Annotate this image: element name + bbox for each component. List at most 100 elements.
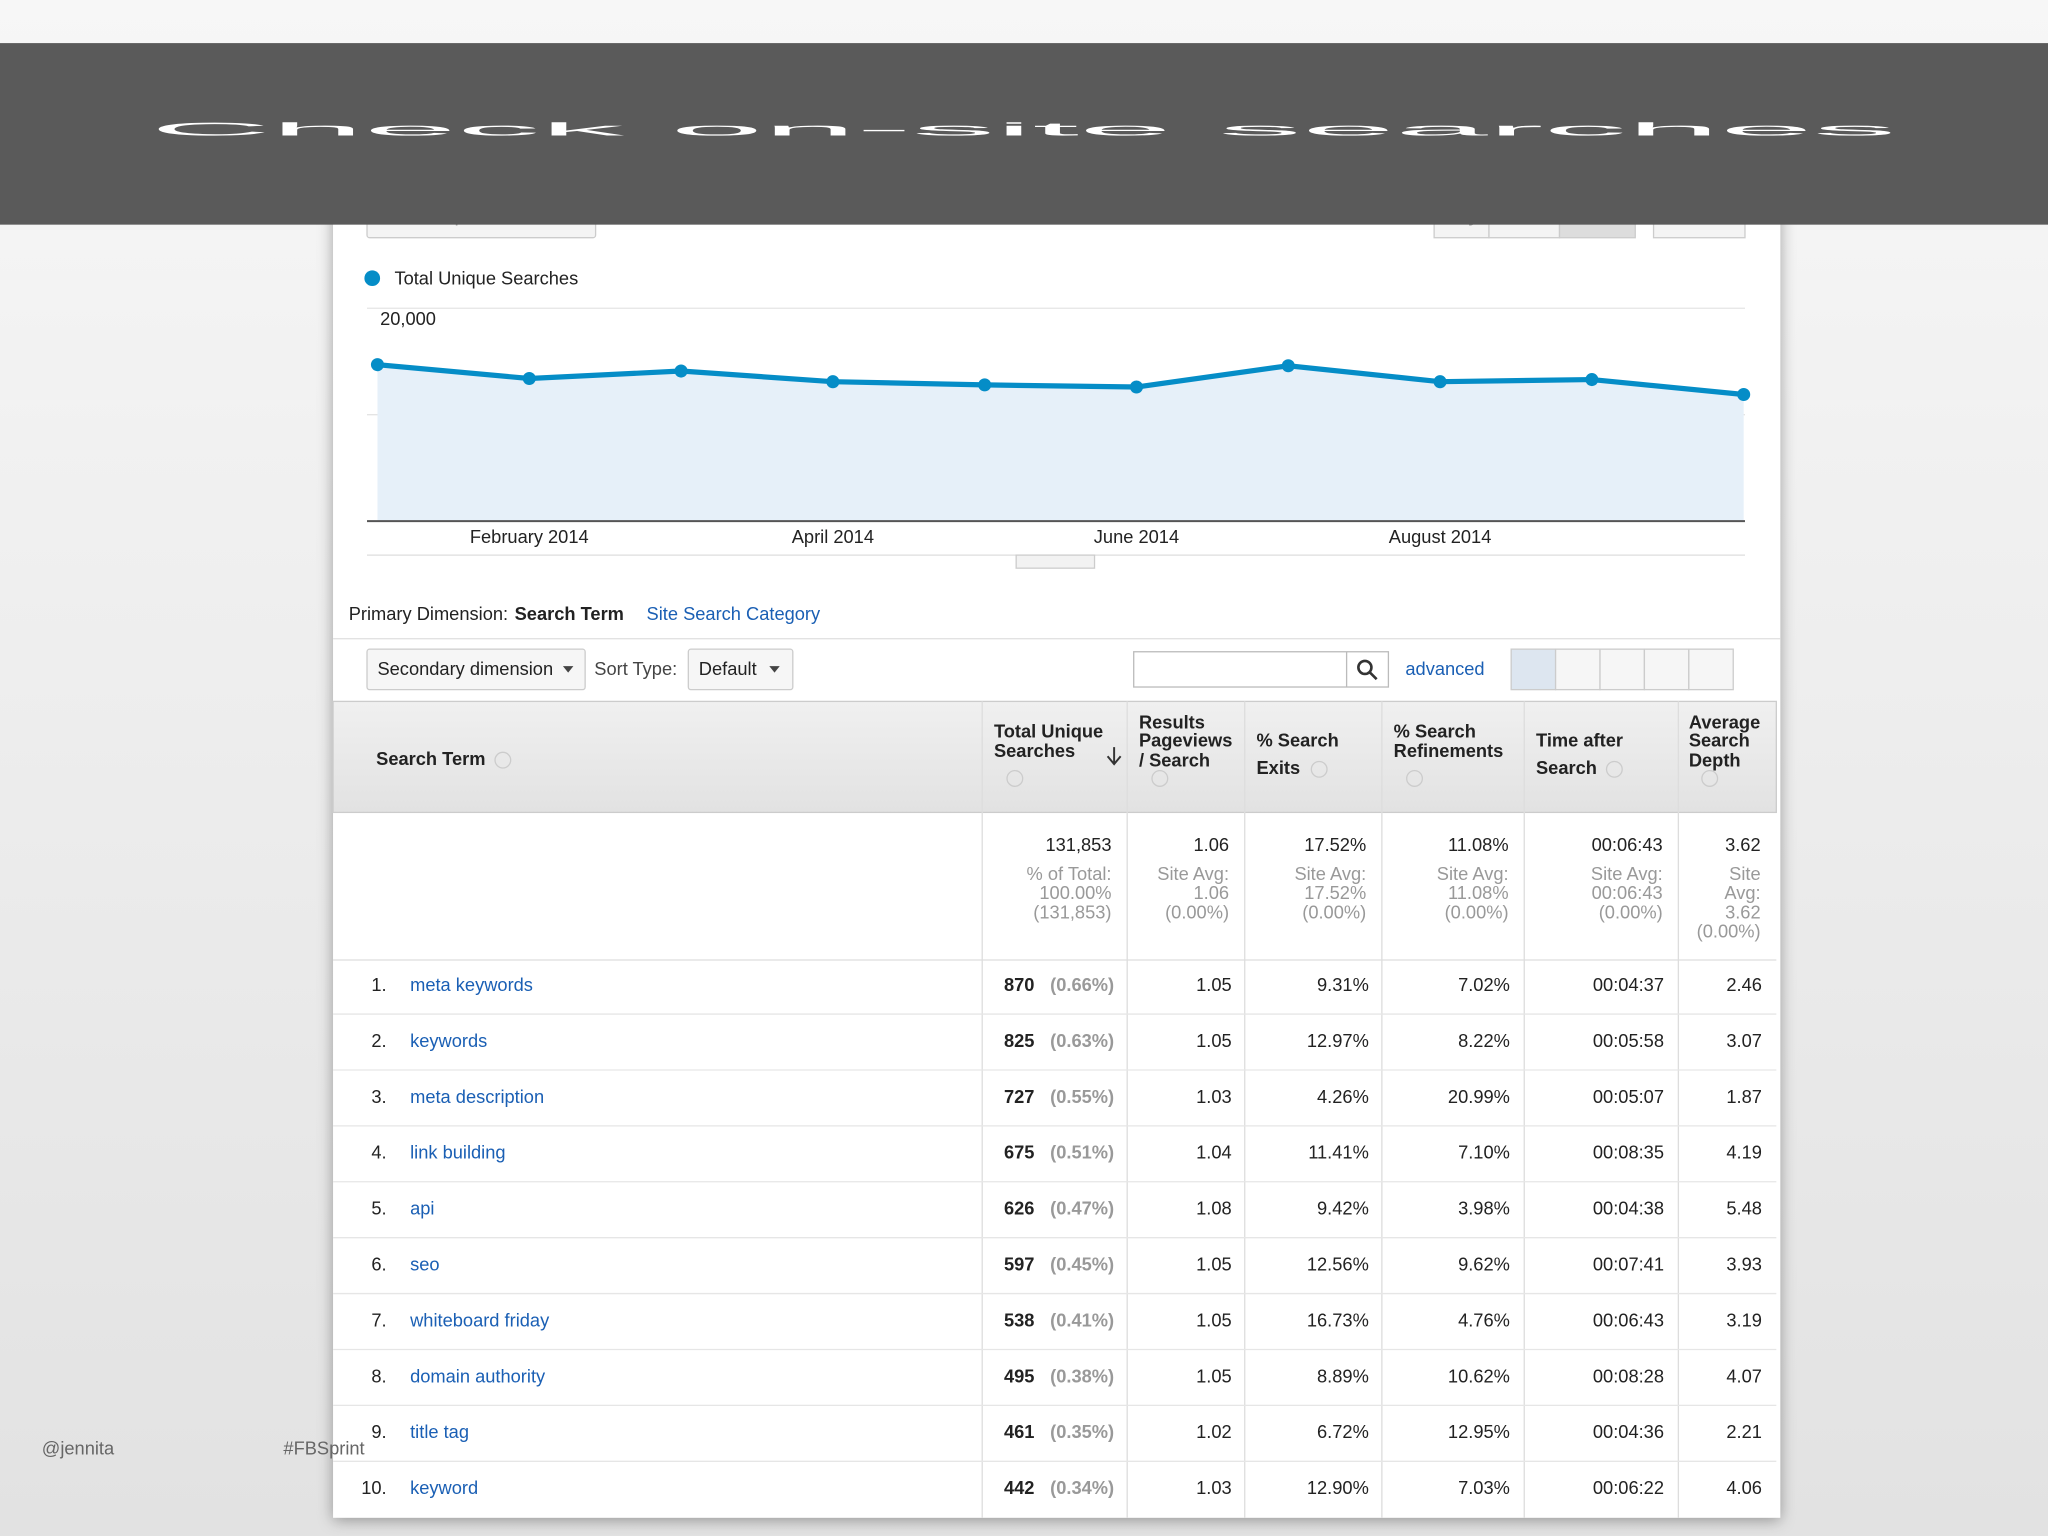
total-note: 00:06:43 — [1592, 882, 1663, 903]
table-cell: 4.07 — [1726, 1365, 1762, 1386]
hashtag: #FBSprint — [283, 1438, 364, 1459]
column-header[interactable]: Pageviews — [1139, 730, 1232, 751]
sort-value[interactable]: Default — [699, 658, 757, 679]
table-cell: 4. — [371, 1142, 386, 1163]
table-header-bg — [332, 700, 1777, 814]
table-cell: 12.90% — [1307, 1477, 1369, 1498]
search-term-link[interactable]: meta keywords — [410, 974, 533, 995]
title-banner — [0, 43, 2048, 225]
column-header[interactable]: % Search — [1394, 721, 1476, 742]
advanced-link[interactable]: advanced — [1405, 658, 1484, 679]
total-note: (0.00%) — [1302, 901, 1366, 922]
total-note: 3.62 — [1725, 901, 1761, 922]
data-point — [1129, 380, 1144, 394]
search-term-link[interactable]: api — [410, 1198, 434, 1219]
secondary-dimension-button[interactable] — [366, 648, 586, 691]
table-cell: (0.55%) — [1050, 1086, 1114, 1107]
table-cell: 3.19 — [1726, 1309, 1762, 1330]
column-header[interactable]: Search — [1689, 730, 1750, 751]
total-note: 100.00% — [1039, 882, 1111, 903]
column-header[interactable]: Time after — [1536, 730, 1623, 751]
data-point — [1737, 387, 1751, 401]
dimension-active: Search Term — [515, 603, 624, 624]
total-value: 1.06 — [1193, 834, 1229, 855]
dropdown-arrow — [562, 666, 574, 673]
table-cell: 00:06:43 — [1593, 1309, 1664, 1330]
column-header[interactable]: Search Term — [376, 748, 485, 769]
total-note: 11.08% — [1448, 882, 1509, 903]
table-cell: 4.26% — [1317, 1086, 1369, 1107]
data-point — [522, 371, 536, 386]
table-cell: 461 — [1004, 1421, 1034, 1442]
view-button[interactable] — [1510, 648, 1557, 691]
table-cell: 7.02% — [1458, 974, 1510, 995]
search-term-link[interactable]: keyword — [410, 1477, 478, 1498]
column-header[interactable]: Exits — [1256, 757, 1300, 778]
total-value: 11.08% — [1448, 834, 1509, 855]
total-note: 17.52% — [1304, 882, 1366, 903]
table-cell: 825 — [1004, 1030, 1034, 1051]
table-cell: 626 — [1004, 1198, 1034, 1219]
help-icon — [1701, 769, 1719, 787]
search-term-link[interactable]: meta description — [410, 1086, 544, 1107]
sort-button[interactable] — [687, 648, 794, 691]
total-value: 131,853 — [1045, 834, 1111, 855]
table-cell: 1.05 — [1196, 1253, 1232, 1274]
table-cell: 597 — [1004, 1253, 1034, 1274]
table-cell: (0.34%) — [1050, 1477, 1114, 1498]
table-cell: 8. — [371, 1365, 386, 1386]
search-term-link[interactable]: whiteboard friday — [409, 1309, 550, 1330]
table-cell: 5.48 — [1726, 1198, 1762, 1219]
table-cell: 495 — [1004, 1365, 1034, 1386]
x-tick-label: June 2014 — [1094, 526, 1179, 547]
table-cell: (0.35%) — [1050, 1421, 1114, 1442]
help-icon — [1406, 769, 1424, 787]
table-cell: 00:05:07 — [1593, 1086, 1664, 1107]
column-header[interactable]: Depth — [1689, 749, 1741, 770]
secondary-dimension-label[interactable]: Secondary dimension — [377, 658, 553, 679]
column-header[interactable]: Searches — [994, 740, 1075, 761]
data-point — [674, 364, 688, 378]
data-point — [370, 358, 384, 372]
table-cell: 1.02 — [1196, 1421, 1232, 1442]
search-icon-handle — [1369, 671, 1378, 681]
total-value: 00:06:43 — [1592, 834, 1663, 855]
search-term-link[interactable]: keywords — [410, 1030, 487, 1051]
total-note: Site Avg: — [1294, 863, 1366, 884]
column-header[interactable]: Average — [1689, 711, 1760, 732]
table-cell: 00:08:28 — [1593, 1365, 1664, 1386]
view-button[interactable] — [1599, 648, 1646, 691]
search-term-link[interactable]: seo — [410, 1253, 439, 1274]
sort-label: Sort Type: — [594, 658, 677, 679]
column-header[interactable]: Total Unique — [994, 721, 1103, 742]
table-cell: 1.03 — [1196, 1086, 1232, 1107]
search-term-link[interactable]: title tag — [410, 1421, 469, 1442]
dropdown-arrow — [769, 666, 780, 673]
view-button[interactable] — [1688, 648, 1734, 691]
search-icon[interactable] — [1357, 659, 1373, 676]
table-cell: 675 — [1004, 1142, 1034, 1163]
view-button[interactable] — [1643, 648, 1690, 691]
table-cell: 1.08 — [1196, 1198, 1232, 1219]
dimension-link[interactable]: Site Search Category — [647, 603, 821, 624]
search-term-link[interactable]: domain authority — [410, 1365, 546, 1386]
table-cell: 8.22% — [1458, 1030, 1510, 1051]
view-button[interactable] — [1554, 648, 1601, 691]
table-cell: 00:04:36 — [1593, 1421, 1664, 1442]
column-header[interactable]: Refinements — [1394, 740, 1504, 761]
search-term-link[interactable]: link building — [410, 1142, 505, 1163]
column-header[interactable]: / Search — [1139, 749, 1210, 770]
column-header[interactable]: Results — [1139, 711, 1205, 732]
collapse-tab[interactable] — [1015, 554, 1096, 569]
search-input[interactable] — [1133, 651, 1390, 688]
table-cell: 00:04:37 — [1593, 974, 1664, 995]
column-header[interactable]: % Search — [1256, 730, 1338, 751]
column-header[interactable]: Search — [1536, 757, 1597, 778]
table-cell: 1.87 — [1726, 1086, 1762, 1107]
table-cell: 00:08:35 — [1593, 1142, 1664, 1163]
table-cell: 2. — [371, 1030, 386, 1051]
table-cell: 6. — [371, 1253, 386, 1274]
table-cell: 12.56% — [1307, 1253, 1369, 1274]
total-note: (131,853) — [1033, 901, 1111, 922]
